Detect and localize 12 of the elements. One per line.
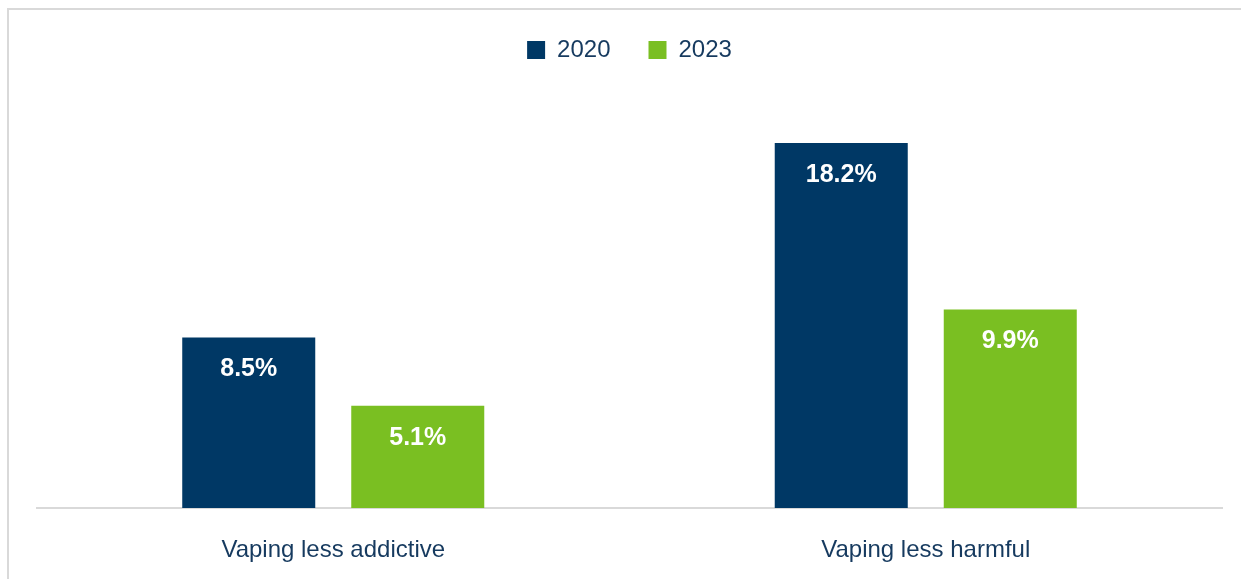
x-tick-label: Vaping less harmful — [821, 535, 1031, 563]
data-label: 18.2% — [805, 158, 877, 187]
bar — [943, 309, 1077, 508]
bar — [351, 405, 485, 508]
legend-label: 2020 — [557, 34, 611, 62]
data-label: 9.9% — [981, 325, 1039, 354]
bar — [774, 143, 908, 508]
data-label: 8.5% — [220, 353, 278, 382]
bar — [182, 337, 316, 508]
legend-label: 2023 — [678, 34, 732, 62]
x-tick-label: Vaping less addictive — [221, 535, 446, 563]
data-label: 5.1% — [389, 421, 447, 450]
